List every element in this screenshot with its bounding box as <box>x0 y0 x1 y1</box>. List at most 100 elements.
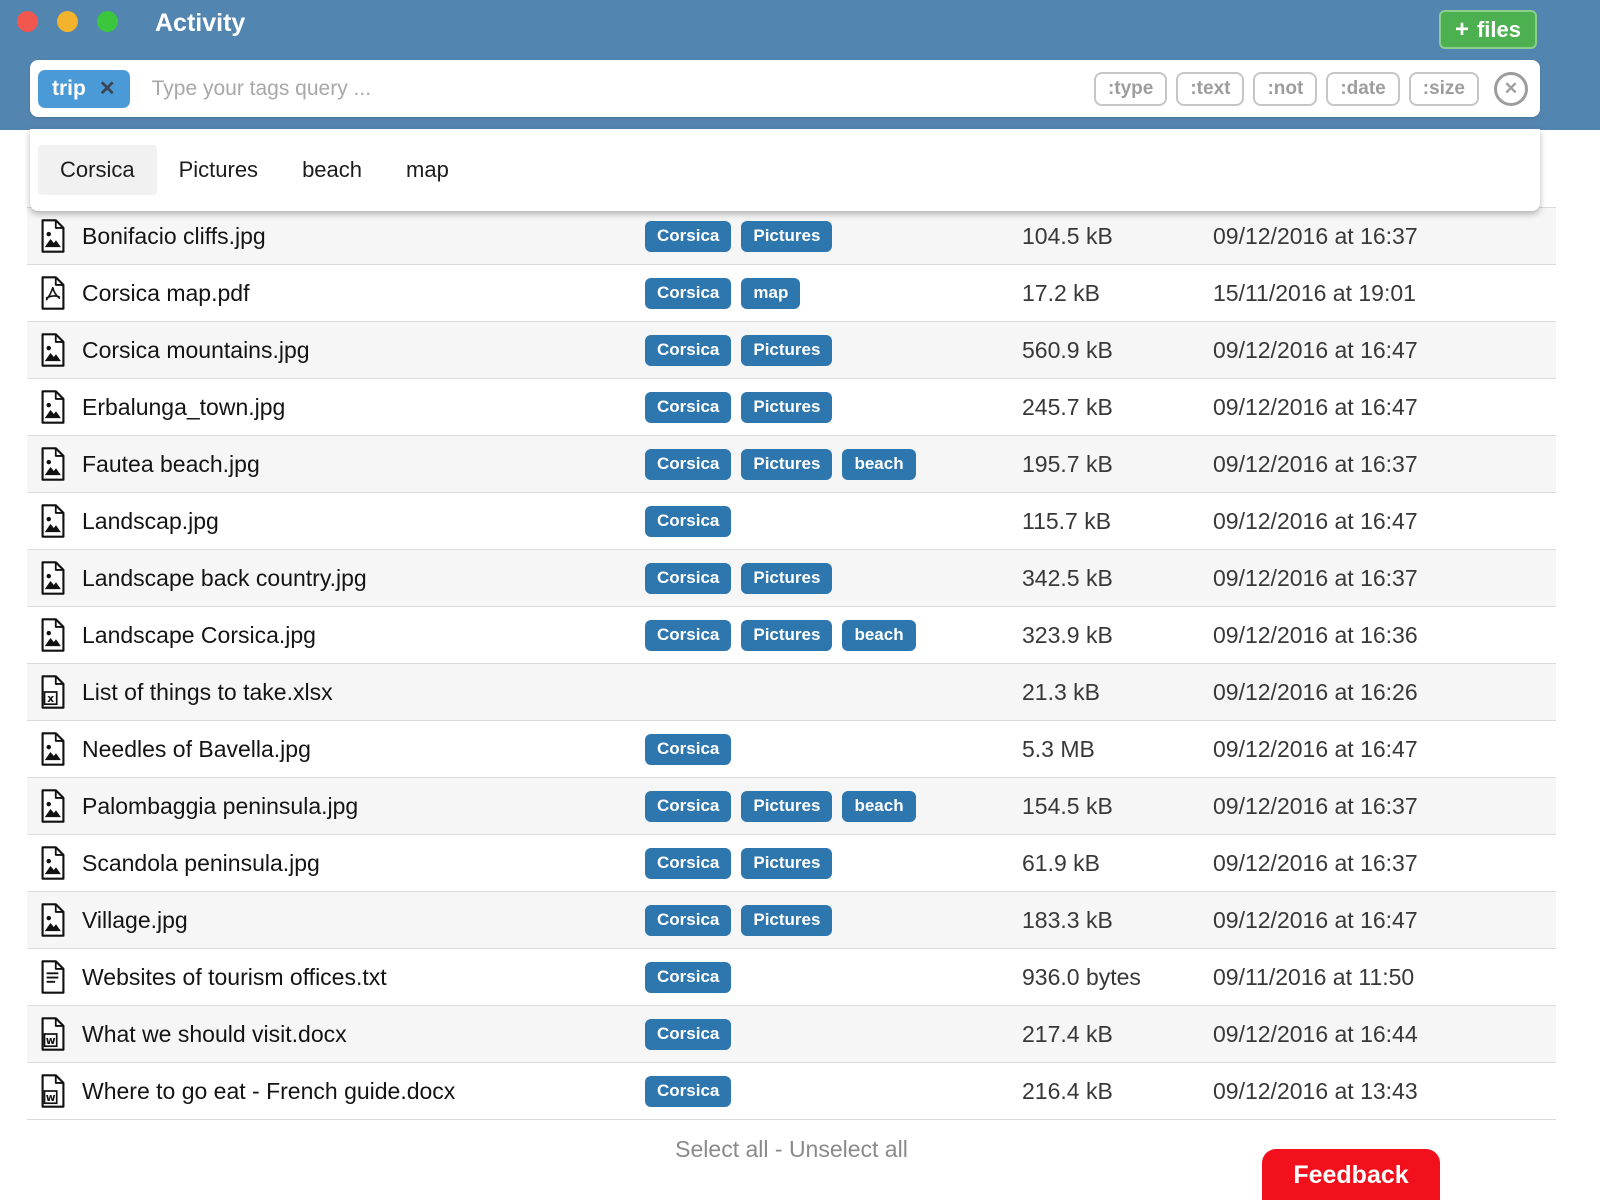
feedback-button[interactable]: Feedback <box>1262 1149 1440 1200</box>
table-row[interactable]: Landscape back country.jpg Corsica Picture… <box>27 550 1556 607</box>
table-row[interactable]: Needles of Bavella.jpg Corsica 5.3 MB 09/12… <box>27 721 1556 778</box>
table-row[interactable]: Erbalunga_town.jpg Corsica Pictures 245.7 k… <box>27 379 1556 436</box>
filter-button-type[interactable]: :type <box>1093 71 1168 106</box>
unselect-all-link[interactable]: Unselect all <box>788 1136 908 1162</box>
clear-search-icon[interactable]: ✕ <box>1494 71 1528 106</box>
table-row[interactable]: Fautea beach.jpg Corsica Pictures beach 195.… <box>27 436 1556 493</box>
tag-chip-beach[interactable]: beach <box>842 448 916 480</box>
window-controls <box>17 11 118 32</box>
tag-chip-corsica[interactable]: Corsica <box>645 1075 732 1107</box>
image-file-icon <box>27 504 82 538</box>
table-row[interactable]: Corsica map.pdf Corsica map 17.2 kB 15/11/20… <box>27 265 1556 322</box>
search-tag-chip[interactable]: trip ✕ <box>38 69 130 108</box>
tag-chip-corsica[interactable]: Corsica <box>645 961 732 993</box>
file-date: 09/12/2016 at 16:37 <box>1213 849 1418 876</box>
tag-chip-pictures[interactable]: Pictures <box>741 790 833 822</box>
tag-chip-pictures[interactable]: Pictures <box>741 391 833 423</box>
table-row[interactable]: Corsica mountains.jpg Corsica Pictures 560.… <box>27 322 1556 379</box>
filter-button-date[interactable]: :date <box>1326 71 1400 106</box>
tag-chip-corsica[interactable]: Corsica <box>645 448 732 480</box>
remove-tag-icon[interactable]: ✕ <box>98 78 116 100</box>
search-filter-buttons: :type:text:not:date:size <box>1093 71 1479 106</box>
file-name: Landscape Corsica.jpg <box>82 621 316 648</box>
file-tags: Corsica Pictures <box>645 904 1022 936</box>
file-tags: Corsica <box>645 1075 1022 1107</box>
filter-button-size[interactable]: :size <box>1408 71 1479 106</box>
tag-chip-beach[interactable]: beach <box>842 619 916 651</box>
file-tags: Corsica <box>645 1018 1022 1050</box>
add-files-button[interactable]: + files <box>1438 10 1537 49</box>
maximize-window-icon[interactable] <box>97 11 118 32</box>
close-window-icon[interactable] <box>17 11 38 32</box>
table-row[interactable]: Scandola peninsula.jpg Corsica Pictures 61.… <box>27 835 1556 892</box>
tag-chip-pictures[interactable]: Pictures <box>741 847 833 879</box>
image-file-icon <box>27 903 82 937</box>
file-name: Where to go eat - French guide.docx <box>82 1077 456 1104</box>
word-file-icon: w <box>27 1017 82 1051</box>
file-name: Erbalunga_town.jpg <box>82 393 286 420</box>
select-all-link[interactable]: Select all <box>675 1136 769 1162</box>
window-title: Activity <box>155 9 246 37</box>
tag-chip-corsica[interactable]: Corsica <box>645 790 732 822</box>
tag-chip-corsica[interactable]: Corsica <box>645 391 732 423</box>
minimize-window-icon[interactable] <box>57 11 78 32</box>
tag-chip-corsica[interactable]: Corsica <box>645 277 732 309</box>
file-name: Landscap.jpg <box>82 507 219 534</box>
file-date: 09/12/2016 at 13:43 <box>1213 1077 1418 1104</box>
file-tags: Corsica Pictures <box>645 847 1022 879</box>
tag-suggestion-pictures[interactable]: Pictures <box>178 157 259 182</box>
file-date: 09/12/2016 at 16:37 <box>1213 564 1418 591</box>
search-tag-label: trip <box>52 76 86 100</box>
tag-chip-beach[interactable]: beach <box>842 790 916 822</box>
tag-chip-pictures[interactable]: Pictures <box>741 562 833 594</box>
tag-chip-pictures[interactable]: Pictures <box>741 220 833 252</box>
svg-text:x: x <box>47 692 54 705</box>
file-date: 09/12/2016 at 16:37 <box>1213 222 1418 249</box>
tag-chip-corsica[interactable]: Corsica <box>645 904 732 936</box>
tag-suggestion-map[interactable]: map <box>406 157 449 182</box>
plus-icon: + <box>1454 15 1469 43</box>
tag-chip-corsica[interactable]: Corsica <box>645 847 732 879</box>
file-date: 09/12/2016 at 16:36 <box>1213 621 1418 648</box>
tag-chip-corsica[interactable]: Corsica <box>645 1018 732 1050</box>
file-tags: Corsica Pictures beach <box>645 619 1022 651</box>
file-name: Corsica map.pdf <box>82 279 250 306</box>
table-row[interactable]: Village.jpg Corsica Pictures 183.3 kB 09/12/… <box>27 892 1556 949</box>
filter-button-not[interactable]: :not <box>1253 71 1318 106</box>
tags-search-bar: trip ✕ :type:text:not:date:size ✕ <box>30 60 1540 117</box>
tag-chip-corsica[interactable]: Corsica <box>645 733 732 765</box>
file-size: 195.7 kB <box>1022 450 1113 477</box>
tag-chip-pictures[interactable]: Pictures <box>741 619 833 651</box>
file-size: 154.5 kB <box>1022 792 1113 819</box>
file-name: Websites of tourism offices.txt <box>82 963 387 990</box>
svg-text:w: w <box>46 1091 56 1104</box>
tag-chip-pictures[interactable]: Pictures <box>741 904 833 936</box>
file-tags: Corsica Pictures <box>645 391 1022 423</box>
tags-query-input[interactable] <box>151 76 1094 101</box>
tag-chip-corsica[interactable]: Corsica <box>645 619 732 651</box>
file-size: 21.3 kB <box>1022 678 1100 705</box>
file-tags: Corsica <box>645 733 1022 765</box>
table-row[interactable]: w Where to go eat - French guide.docx Cors… <box>27 1063 1556 1120</box>
tag-chip-corsica[interactable]: Corsica <box>645 505 732 537</box>
file-size: 183.3 kB <box>1022 906 1113 933</box>
tag-chip-corsica[interactable]: Corsica <box>645 562 732 594</box>
table-row[interactable]: Landscape Corsica.jpg Corsica Pictures beac… <box>27 607 1556 664</box>
file-size: 323.9 kB <box>1022 621 1113 648</box>
table-row[interactable]: Palombaggia peninsula.jpg Corsica Pictures… <box>27 778 1556 835</box>
file-date: 09/11/2016 at 11:50 <box>1213 963 1415 990</box>
tag-suggestion-corsica[interactable]: Corsica <box>38 145 157 195</box>
table-row[interactable]: w What we should visit.docx Corsica 217.4 k… <box>27 1006 1556 1063</box>
table-row[interactable]: Bonifacio cliffs.jpg Corsica Pictures 104.5… <box>27 208 1556 265</box>
tag-chip-pictures[interactable]: Pictures <box>741 334 833 366</box>
tag-chip-map[interactable]: map <box>741 277 801 309</box>
tag-chip-pictures[interactable]: Pictures <box>741 448 833 480</box>
table-row[interactable]: x List of things to take.xlsx 21.3 kB 09/12… <box>27 664 1556 721</box>
table-row[interactable]: Websites of tourism offices.txt Corsica 93… <box>27 949 1556 1006</box>
table-row[interactable]: Landscap.jpg Corsica 115.7 kB 09/12/2016 at… <box>27 493 1556 550</box>
tag-chip-corsica[interactable]: Corsica <box>645 334 732 366</box>
file-tags: Corsica Pictures <box>645 334 1022 366</box>
tag-chip-corsica[interactable]: Corsica <box>645 220 732 252</box>
tag-suggestion-beach[interactable]: beach <box>302 157 363 182</box>
filter-button-text[interactable]: :text <box>1176 71 1245 106</box>
